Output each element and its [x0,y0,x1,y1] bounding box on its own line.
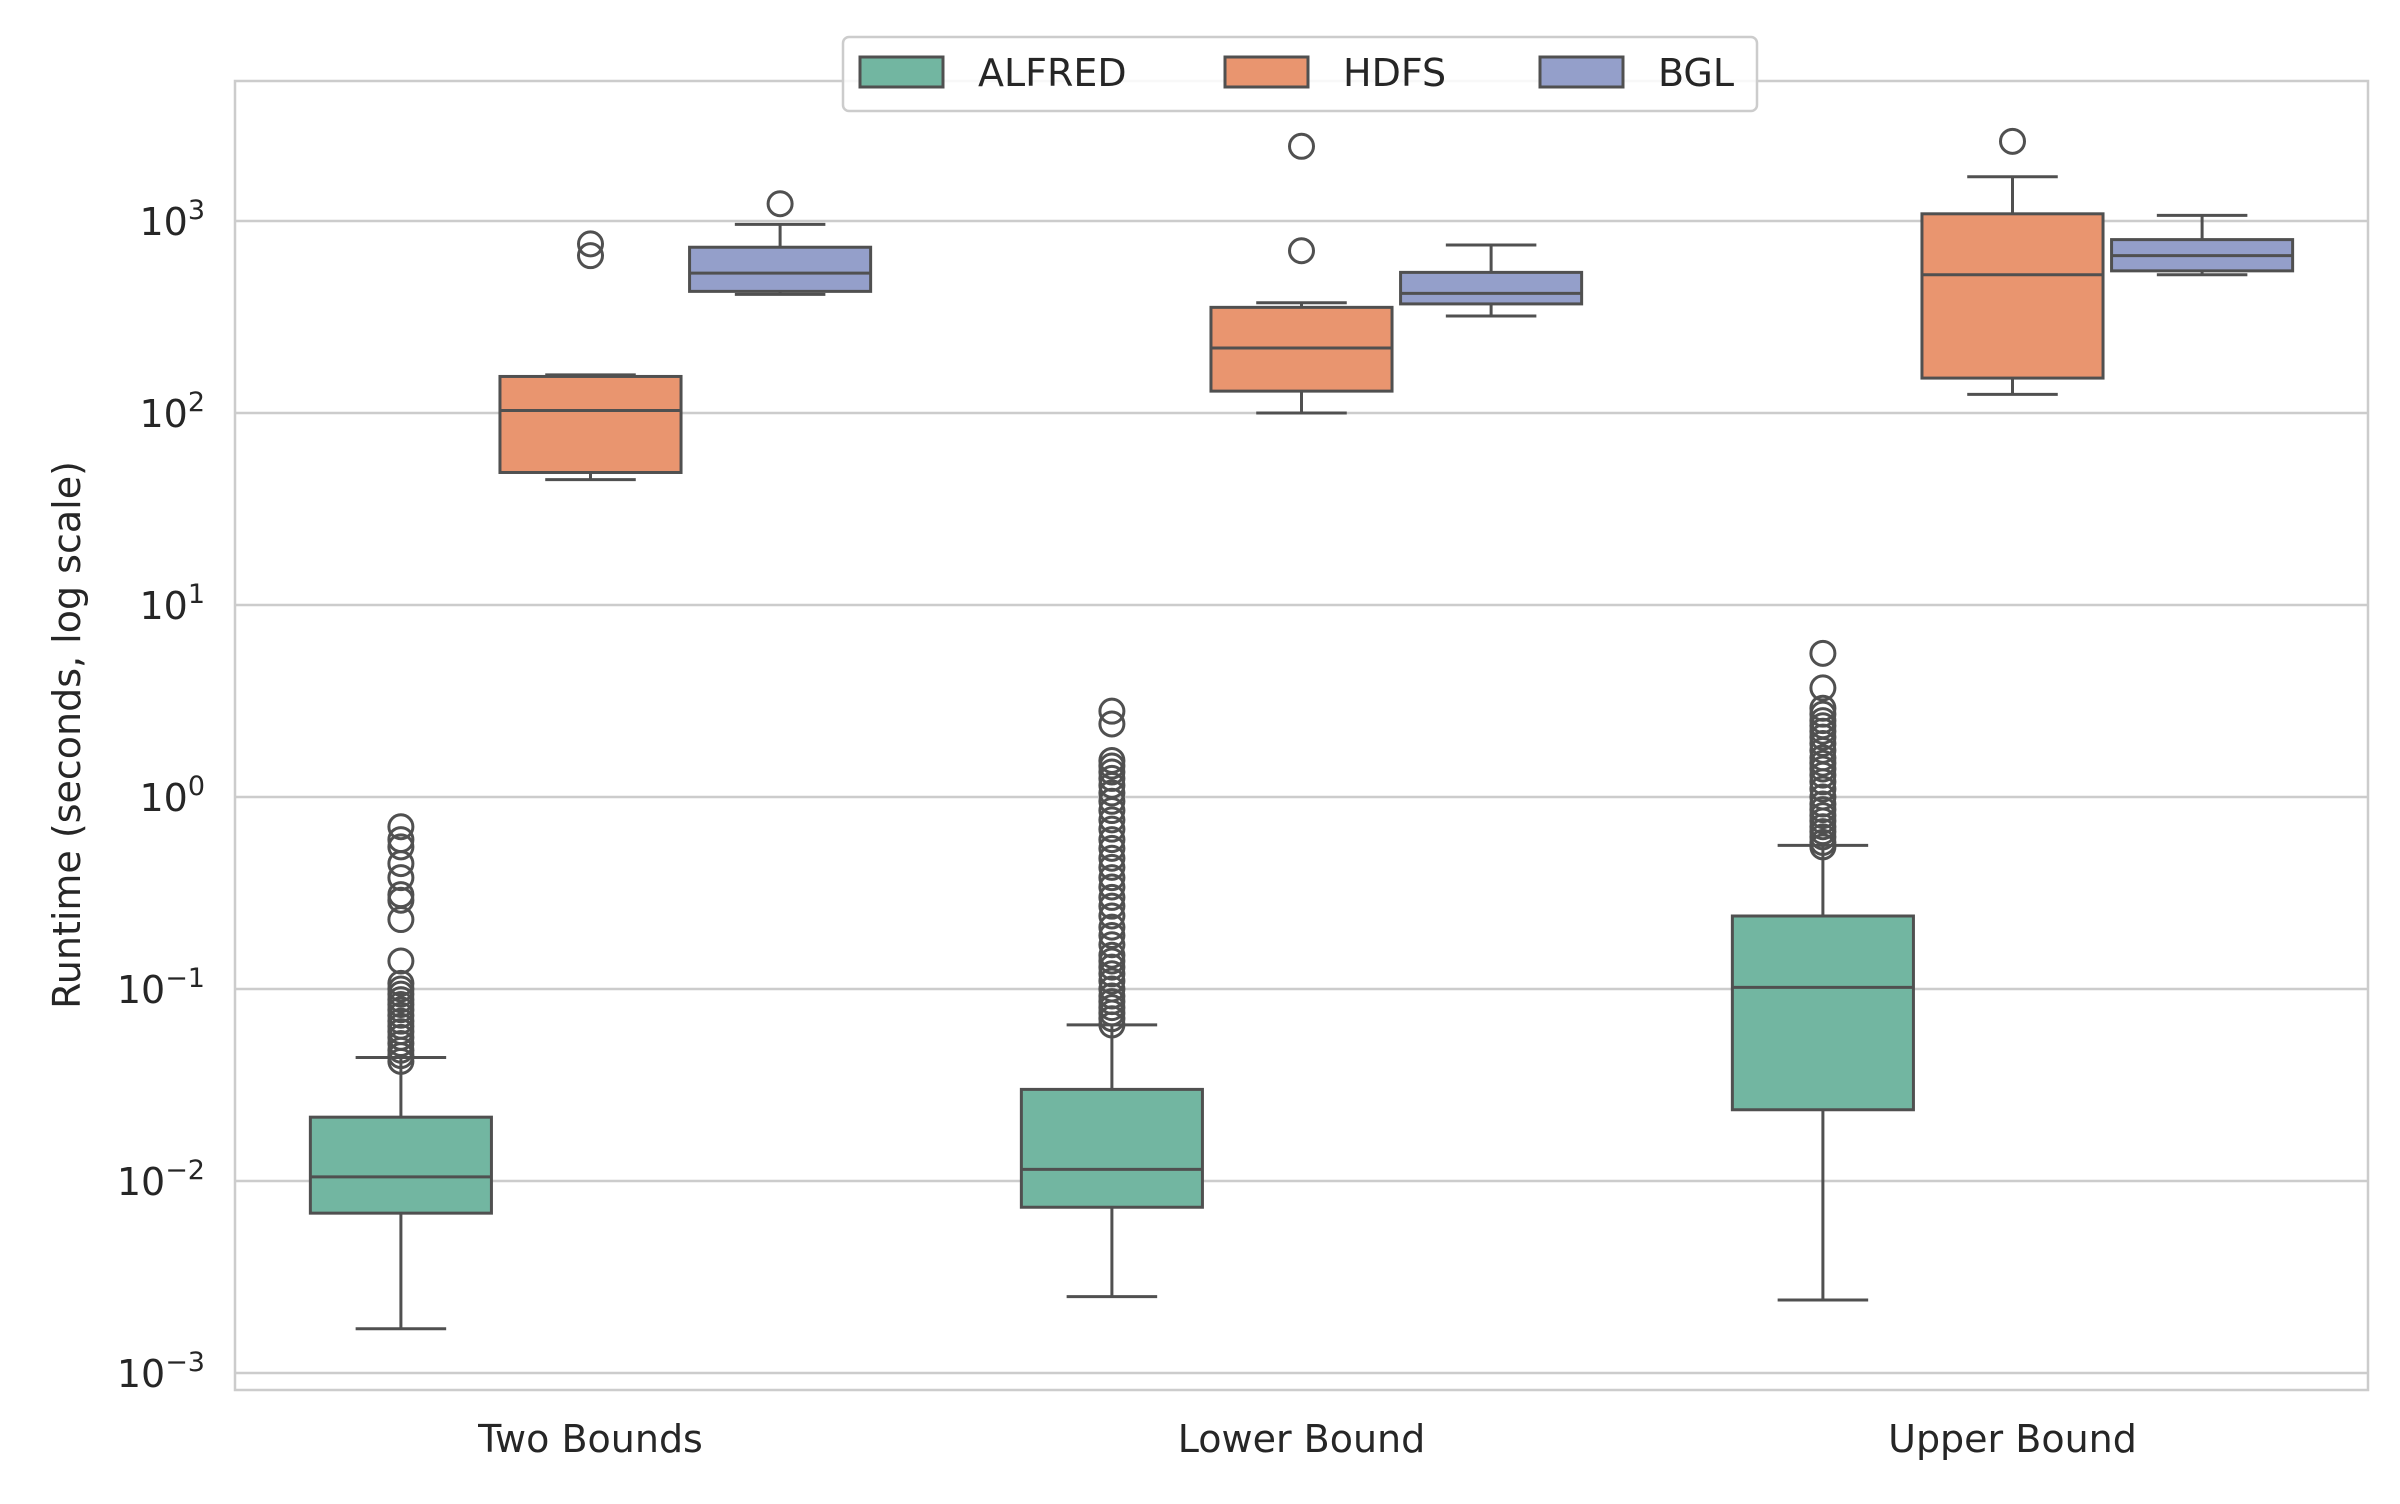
outlier-point [1809,707,1837,735]
outlier-point [1098,892,1126,920]
outlier-point [1098,779,1126,807]
outlier-point [1098,815,1126,843]
outlier-point [1098,826,1126,854]
outlier-point [1098,960,1126,988]
x-tick-label: Lower Bound [1178,1417,1426,1461]
outlier-point [1098,982,1126,1010]
y-tick-label: 101 [139,579,205,628]
outlier-point [1809,790,1837,818]
outlier-point [1098,853,1126,881]
legend-swatch-hdfs [1223,55,1310,89]
outlier-point [1098,902,1126,930]
outlier-point [1098,975,1126,1003]
box-iqr [1019,1087,1204,1209]
outlier-point [1098,746,1126,774]
outlier-point [387,826,415,854]
boxes [308,127,2295,1331]
outlier-point [1098,873,1126,901]
box-hdfs-0 [498,230,683,482]
box-iqr [308,1115,493,1215]
y-tick-label: 100 [139,771,205,820]
y-tick-label: 10−3 [117,1347,205,1396]
y-tick-labels: 10−3 10−2 10−1 100 101 102 103 [117,195,205,1396]
legend-swatch-alfred [858,55,945,89]
legend-label-bgl: BGL [1658,51,1734,95]
outlier-point [387,881,415,909]
outlier-point [1288,237,1315,265]
y-axis-title: Runtime (seconds, log scale) [45,461,89,1009]
box-iqr [1399,270,1584,306]
box-hdfs-1 [1209,132,1394,415]
outlier-point [1098,967,1126,995]
box-iqr [688,245,873,293]
box-bgl-1 [1399,243,1584,318]
y-tick-label: 102 [139,387,205,436]
legend-swatch-bgl [1538,55,1625,89]
legend-label-alfred: ALFRED [978,51,1127,95]
box-bgl-2 [2110,213,2295,277]
box-alfred-2 [1730,639,1915,1302]
x-tick-labels: Two Bounds Lower Bound Upper Bound [477,1417,2137,1461]
outlier-point [1098,921,1126,949]
outlier-point [1098,806,1126,834]
outlier-point [766,190,794,218]
outlier-point [1098,710,1126,738]
outlier-point [1098,931,1126,959]
y-tick-label: 10−1 [117,963,205,1012]
box-bgl-0 [688,190,873,296]
box-hdfs-2 [1920,127,2105,396]
outlier-point [1809,744,1837,772]
outlier-point [1098,941,1126,969]
outlier-point [387,969,415,997]
outlier-point [387,864,415,892]
outlier-point [387,833,415,861]
outlier-point [577,242,604,270]
outlier-point [1809,639,1837,667]
outlier-point [1098,844,1126,872]
outlier-point [1098,913,1126,941]
box-alfred-0 [308,813,493,1331]
outlier-point [1809,783,1837,811]
x-tick-label: Upper Bound [1888,1417,2137,1461]
outlier-point [1098,834,1126,862]
box-alfred-1 [1019,697,1204,1299]
x-tick-label: Two Bounds [477,1417,703,1461]
outlier-point [1098,883,1126,911]
outlier-point [1098,864,1126,892]
y-tick-label: 103 [139,195,205,244]
outlier-point [387,813,415,841]
outlier-point [1809,775,1837,803]
box-iqr [1730,914,1915,1112]
box-iqr [498,374,683,474]
outlier-point [1098,697,1126,725]
outlier-point [1098,764,1126,792]
outlier-point [1999,127,2026,155]
y-tick-label: 10−2 [117,1155,205,1204]
outlier-point [387,947,415,975]
legend-label-hdfs: HDFS [1343,51,1446,95]
outlier-point [577,230,604,258]
box-iqr [1920,212,2105,380]
legend: ALFRED HDFS BGL [841,35,1759,113]
outlier-point [1809,674,1837,702]
outlier-point [1288,132,1315,160]
outlier-point [1809,694,1837,722]
